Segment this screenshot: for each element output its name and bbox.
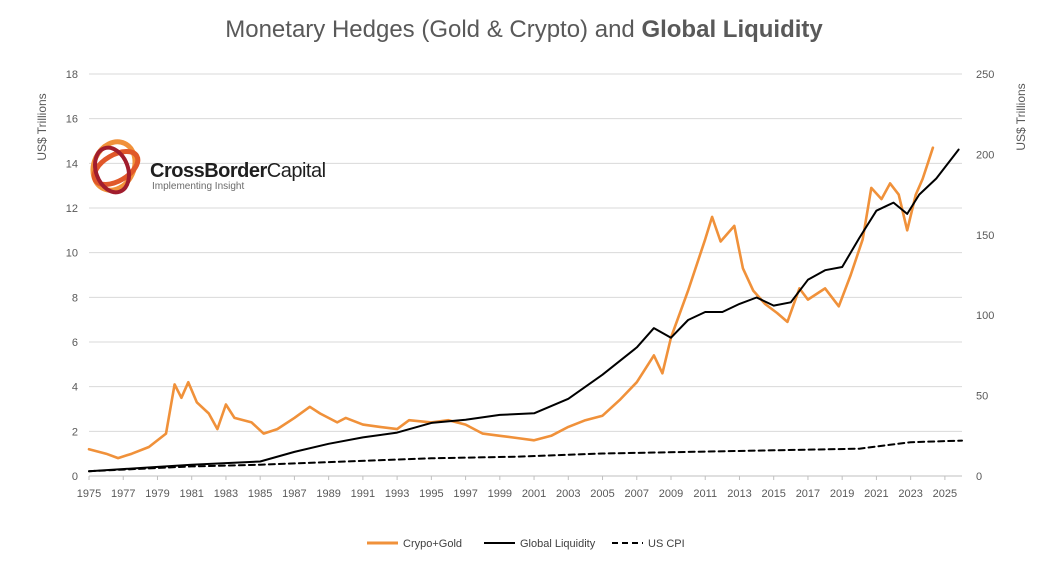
right-tick-label: 0 (976, 471, 982, 483)
series-line-us-cpi (88, 439, 963, 473)
x-tick-label: 1993 (385, 488, 409, 500)
x-tick-label: 1985 (248, 488, 272, 500)
logo-tagline: Implementing Insight (152, 181, 244, 192)
x-tick-label: 2019 (830, 488, 854, 500)
svg-text:CrossBorderCapital: CrossBorderCapital (150, 160, 326, 182)
x-tick-label: 1979 (145, 488, 169, 500)
x-tick-label: 1989 (316, 488, 340, 500)
right-tick-label: 150 (976, 230, 994, 242)
series-line-global-liquidity (88, 148, 960, 473)
x-tick-label: 2025 (933, 488, 957, 500)
x-tick-label: 2023 (898, 488, 922, 500)
left-axis-title: US$ Trillions (35, 93, 49, 160)
x-axis-ticks: 1975 1977 1979 1981 1983 1985 1987 1989 1991 1993… (77, 476, 957, 500)
x-tick-label: 1977 (111, 488, 135, 500)
x-tick-label: 2013 (727, 488, 751, 500)
right-axis-ticks: 0 50 100 150 200 250 (976, 69, 994, 483)
x-tick-label: 2017 (796, 488, 820, 500)
x-tick-label: 2021 (864, 488, 888, 500)
left-tick-label: 10 (66, 248, 78, 260)
logo-name-bold: CrossBorder (150, 160, 267, 182)
left-tick-label: 8 (72, 292, 78, 304)
x-tick-label: 1983 (214, 488, 238, 500)
x-tick-label: 1991 (351, 488, 375, 500)
left-tick-label: 16 (66, 114, 78, 126)
left-tick-label: 14 (66, 158, 78, 170)
chart-title: Monetary Hedges (Gold & Crypto) and Glob… (225, 16, 823, 43)
x-tick-label: 2009 (659, 488, 683, 500)
right-tick-label: 100 (976, 310, 994, 322)
legend: Crypo+Gold Global Liquidity US CPI (367, 538, 685, 550)
series-layer (87, 146, 963, 473)
chart-title-bold: Global Liquidity (641, 16, 823, 43)
gridlines (89, 73, 962, 432)
right-tick-label: 250 (976, 69, 994, 81)
chart-title-regular: Monetary Hedges (Gold & Crypto) and (225, 16, 641, 43)
logo-name-light: Capital (267, 160, 326, 182)
x-tick-label: 1999 (488, 488, 512, 500)
x-tick-label: 2005 (590, 488, 614, 500)
x-tick-label: 1997 (453, 488, 477, 500)
x-tick-label: 2003 (556, 488, 580, 500)
x-tick-label: 1987 (282, 488, 306, 500)
x-tick-label: 1995 (419, 488, 443, 500)
right-tick-label: 50 (976, 391, 988, 403)
legend-label: Global Liquidity (520, 538, 596, 550)
left-tick-label: 2 (72, 426, 78, 438)
right-tick-label: 200 (976, 149, 994, 161)
x-tick-label: 2007 (625, 488, 649, 500)
crossborder-capital-logo: CrossBorderCapital Implementing Insight (90, 139, 326, 195)
legend-label: US CPI (648, 538, 685, 550)
left-tick-label: 0 (72, 471, 78, 483)
left-tick-label: 6 (72, 337, 78, 349)
right-axis-title: US$ Trillions (1014, 83, 1028, 150)
series-line-crypo-gold (87, 146, 935, 460)
left-tick-label: 12 (66, 203, 78, 215)
legend-label: Crypo+Gold (403, 538, 462, 550)
logo-swirl-icon (90, 139, 141, 195)
left-tick-label: 18 (66, 69, 78, 81)
left-tick-label: 4 (72, 382, 78, 394)
x-tick-label: 1975 (77, 488, 101, 500)
x-tick-label: 2001 (522, 488, 546, 500)
x-tick-label: 2011 (693, 488, 717, 500)
x-tick-label: 1981 (179, 488, 203, 500)
x-tick-label: 2015 (761, 488, 785, 500)
left-axis-ticks: 0 2 4 6 8 10 12 14 16 18 (66, 69, 78, 483)
